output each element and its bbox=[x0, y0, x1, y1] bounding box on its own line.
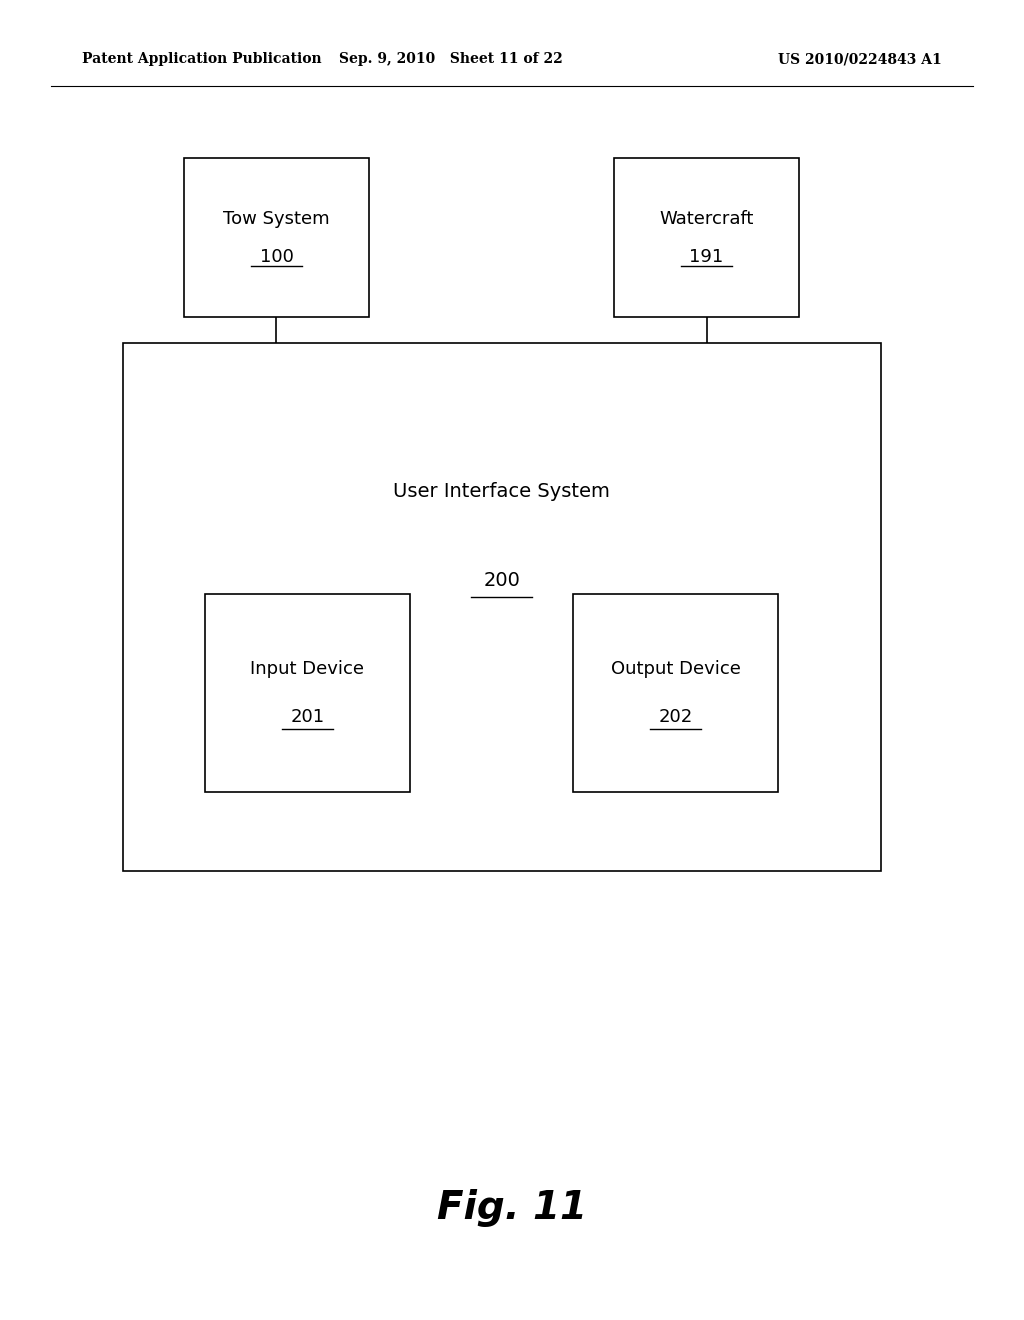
FancyBboxPatch shape bbox=[184, 158, 369, 317]
Text: Input Device: Input Device bbox=[250, 660, 365, 678]
Text: User Interface System: User Interface System bbox=[393, 482, 610, 500]
Text: Sep. 9, 2010   Sheet 11 of 22: Sep. 9, 2010 Sheet 11 of 22 bbox=[339, 53, 562, 66]
Text: 191: 191 bbox=[689, 248, 724, 265]
FancyBboxPatch shape bbox=[614, 158, 799, 317]
Text: Patent Application Publication: Patent Application Publication bbox=[82, 53, 322, 66]
Text: 100: 100 bbox=[259, 248, 294, 265]
FancyBboxPatch shape bbox=[573, 594, 778, 792]
Text: 200: 200 bbox=[483, 572, 520, 590]
FancyBboxPatch shape bbox=[205, 594, 410, 792]
Text: Watercraft: Watercraft bbox=[659, 210, 754, 227]
Text: Tow System: Tow System bbox=[223, 210, 330, 227]
Text: Output Device: Output Device bbox=[611, 660, 740, 678]
Text: 202: 202 bbox=[658, 708, 693, 726]
FancyBboxPatch shape bbox=[123, 343, 881, 871]
Text: US 2010/0224843 A1: US 2010/0224843 A1 bbox=[778, 53, 942, 66]
Text: Fig. 11: Fig. 11 bbox=[437, 1189, 587, 1226]
Text: 201: 201 bbox=[290, 708, 325, 726]
